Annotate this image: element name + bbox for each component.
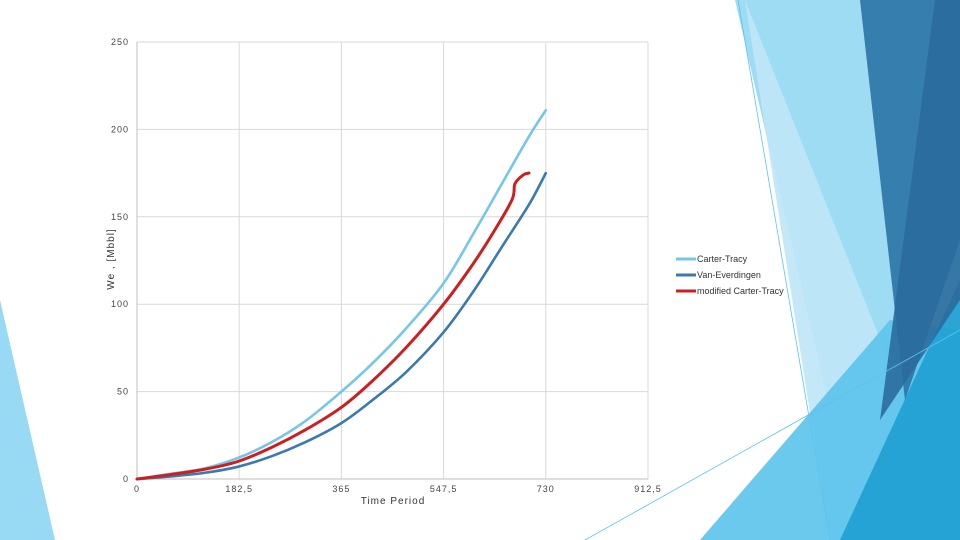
x-tick-label: 547,5 [430,484,458,494]
y-tick-label: 50 [117,387,129,397]
x-tick-label: 0 [134,484,140,494]
x-gridlines [238,42,649,479]
x-tick-label: 912,5 [634,484,662,494]
series-lines [135,108,548,481]
axis-lines [136,42,648,480]
y-axis-title: We , [Mbbl] [106,228,117,289]
y-tick-label: 200 [111,124,129,134]
series-line-modified-carter-tracy [135,171,531,481]
series-line-van-everdingen [135,171,548,481]
x-tick-label: 365 [332,484,350,494]
y-tick-label: 0 [123,474,129,484]
deco-thin-line-1 [737,0,831,540]
legend-label-carter-tracy: Carter-Tracy [697,254,748,264]
x-tick-labels: 0 182,5 365 547,5 730 912,5 [134,484,662,494]
x-axis-title: Time Period [361,496,426,507]
x-tick-label: 182,5 [225,484,253,494]
legend: Carter-Tracy Van-Everdingen modified Carte… [676,254,784,296]
legend-label-modified-carter-tracy: modified Carter-Tracy [697,286,784,296]
y-tick-label: 250 [111,37,129,47]
deco-thin-line-2 [584,329,960,540]
deco-shape-navy [880,0,960,420]
deco-left-edge [0,300,55,540]
x-tick-label: 730 [537,484,555,494]
y-tick-labels: 0 50 100 150 200 250 [111,37,129,484]
y-gridlines [137,41,648,393]
legend-label-van-everdingen: Van-Everdingen [697,270,761,280]
y-tick-label: 150 [111,212,129,222]
y-tick-label: 100 [111,299,129,309]
